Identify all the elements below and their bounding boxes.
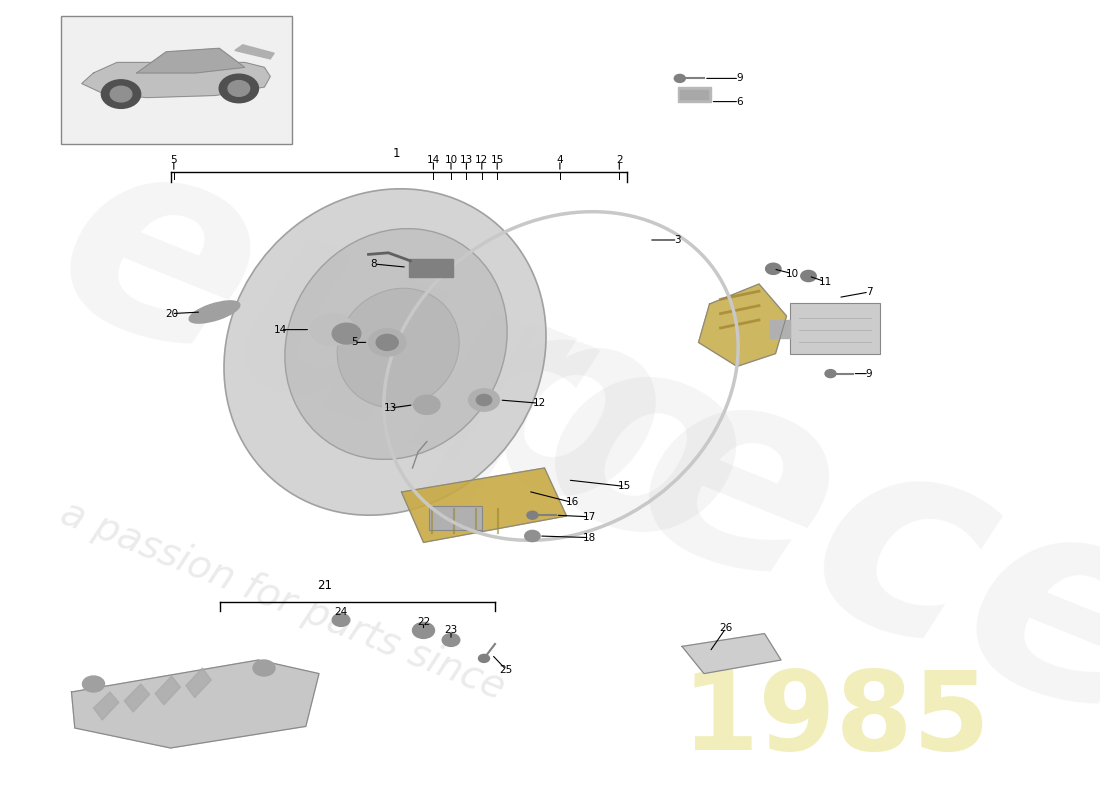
Text: 12: 12 — [532, 398, 546, 408]
Polygon shape — [94, 692, 119, 720]
Text: 16: 16 — [565, 498, 579, 507]
Circle shape — [478, 654, 490, 662]
Ellipse shape — [189, 301, 240, 323]
Polygon shape — [72, 660, 319, 748]
Text: 15: 15 — [618, 482, 631, 491]
Text: peces: peces — [418, 250, 1100, 800]
Text: 26: 26 — [719, 623, 733, 633]
Text: 5: 5 — [170, 155, 177, 165]
Bar — [680, 90, 708, 99]
Circle shape — [82, 676, 104, 692]
Polygon shape — [186, 668, 211, 698]
Text: 20: 20 — [165, 309, 178, 318]
Circle shape — [414, 395, 440, 414]
Bar — [60, 16, 292, 144]
Bar — [429, 506, 482, 530]
Text: 10: 10 — [444, 155, 458, 165]
Text: 17: 17 — [583, 512, 596, 522]
Text: 12: 12 — [475, 155, 488, 165]
Circle shape — [376, 334, 398, 350]
Text: 5: 5 — [351, 338, 358, 347]
Text: 18: 18 — [583, 533, 596, 542]
Circle shape — [825, 370, 836, 378]
Text: 2: 2 — [616, 155, 623, 165]
Circle shape — [674, 74, 685, 82]
Circle shape — [101, 80, 141, 108]
Circle shape — [310, 314, 354, 346]
Polygon shape — [682, 634, 781, 674]
Circle shape — [253, 660, 275, 676]
Bar — [770, 320, 790, 338]
Circle shape — [219, 74, 258, 102]
Ellipse shape — [285, 229, 507, 459]
Polygon shape — [402, 468, 566, 542]
Ellipse shape — [224, 189, 546, 515]
Ellipse shape — [338, 288, 459, 408]
Text: 14: 14 — [274, 325, 287, 334]
Text: a passion for parts since: a passion for parts since — [55, 494, 510, 706]
Text: 10: 10 — [785, 269, 799, 278]
Text: 13: 13 — [460, 155, 473, 165]
Circle shape — [476, 394, 492, 406]
Circle shape — [332, 614, 350, 626]
Text: 15: 15 — [491, 155, 504, 165]
Text: 1985: 1985 — [682, 666, 991, 774]
Polygon shape — [235, 45, 274, 59]
Bar — [409, 259, 453, 277]
Text: 14: 14 — [427, 155, 440, 165]
Text: 7: 7 — [866, 287, 872, 297]
Text: 6: 6 — [736, 97, 743, 106]
Text: 1: 1 — [393, 147, 399, 160]
Circle shape — [332, 323, 361, 344]
Text: 9: 9 — [736, 74, 743, 83]
Circle shape — [110, 86, 132, 102]
Bar — [678, 87, 711, 102]
Circle shape — [442, 634, 460, 646]
Circle shape — [766, 263, 781, 274]
Polygon shape — [81, 62, 271, 98]
Circle shape — [469, 389, 499, 411]
Circle shape — [527, 511, 538, 519]
Text: 8: 8 — [371, 259, 377, 269]
Polygon shape — [136, 48, 244, 73]
Text: 24: 24 — [334, 607, 348, 617]
Bar — [790, 303, 880, 354]
Circle shape — [525, 530, 540, 542]
Text: 21: 21 — [317, 579, 332, 592]
Polygon shape — [698, 284, 786, 366]
Circle shape — [368, 329, 406, 356]
Text: 25: 25 — [499, 665, 513, 674]
Circle shape — [228, 81, 250, 96]
Text: 4: 4 — [557, 155, 563, 165]
Text: 23: 23 — [444, 626, 458, 635]
Text: 9: 9 — [866, 369, 872, 378]
Text: 13: 13 — [384, 403, 397, 413]
Text: 11: 11 — [818, 277, 832, 286]
Text: 3: 3 — [674, 235, 681, 245]
Text: euro: euro — [22, 101, 785, 619]
Circle shape — [412, 622, 434, 638]
Polygon shape — [124, 684, 150, 712]
Text: 22: 22 — [417, 618, 430, 627]
Polygon shape — [155, 676, 180, 705]
Circle shape — [801, 270, 816, 282]
